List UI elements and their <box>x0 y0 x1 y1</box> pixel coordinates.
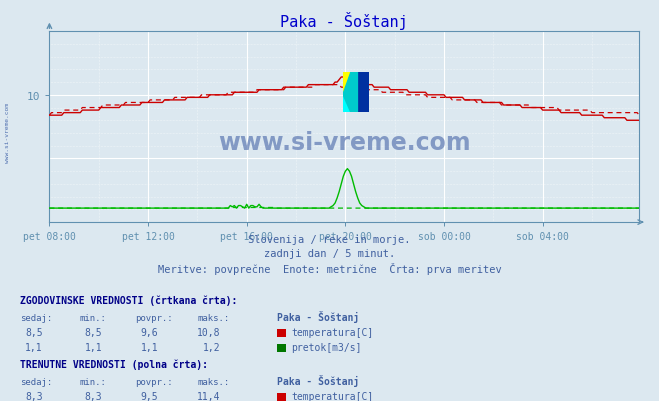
Text: Meritve: povprečne  Enote: metrične  Črta: prva meritev: Meritve: povprečne Enote: metrične Črta:… <box>158 263 501 275</box>
Text: temperatura[C]: temperatura[C] <box>291 391 374 401</box>
Text: Paka - Šoštanj: Paka - Šoštanj <box>277 374 359 386</box>
Text: 8,3: 8,3 <box>25 391 43 401</box>
Text: min.:: min.: <box>79 313 106 322</box>
Text: ZGODOVINSKE VREDNOSTI (črtkana črta):: ZGODOVINSKE VREDNOSTI (črtkana črta): <box>20 294 237 305</box>
Text: 8,3: 8,3 <box>84 391 102 401</box>
Text: 1,1: 1,1 <box>25 342 43 352</box>
Text: 9,5: 9,5 <box>140 391 158 401</box>
Text: TRENUTNE VREDNOSTI (polna črta):: TRENUTNE VREDNOSTI (polna črta): <box>20 358 208 369</box>
Text: maks.:: maks.: <box>198 313 230 322</box>
Text: Slovenija / reke in morje.: Slovenija / reke in morje. <box>248 235 411 245</box>
Text: 1,2: 1,2 <box>203 342 221 352</box>
Text: 11,4: 11,4 <box>197 391 221 401</box>
Text: 8,5: 8,5 <box>84 327 102 337</box>
Polygon shape <box>357 73 369 113</box>
Text: pretok[m3/s]: pretok[m3/s] <box>291 342 362 352</box>
Text: 1,1: 1,1 <box>140 342 158 352</box>
Text: www.si-vreme.com: www.si-vreme.com <box>218 131 471 154</box>
Text: zadnji dan / 5 minut.: zadnji dan / 5 minut. <box>264 249 395 259</box>
Text: sedaj:: sedaj: <box>20 313 52 322</box>
Text: temperatura[C]: temperatura[C] <box>291 327 374 337</box>
Text: 8,5: 8,5 <box>25 327 43 337</box>
Text: sedaj:: sedaj: <box>20 377 52 386</box>
Text: min.:: min.: <box>79 377 106 386</box>
Text: 10,8: 10,8 <box>197 327 221 337</box>
Polygon shape <box>343 73 357 95</box>
Text: povpr.:: povpr.: <box>135 377 173 386</box>
Text: www.si-vreme.com: www.si-vreme.com <box>5 102 11 162</box>
Title: Paka - Šoštanj: Paka - Šoštanj <box>281 12 408 30</box>
Polygon shape <box>343 95 357 113</box>
Polygon shape <box>343 73 357 113</box>
Text: Paka - Šoštanj: Paka - Šoštanj <box>277 310 359 322</box>
Text: povpr.:: povpr.: <box>135 313 173 322</box>
Text: maks.:: maks.: <box>198 377 230 386</box>
Text: 9,6: 9,6 <box>140 327 158 337</box>
Text: 1,1: 1,1 <box>84 342 102 352</box>
